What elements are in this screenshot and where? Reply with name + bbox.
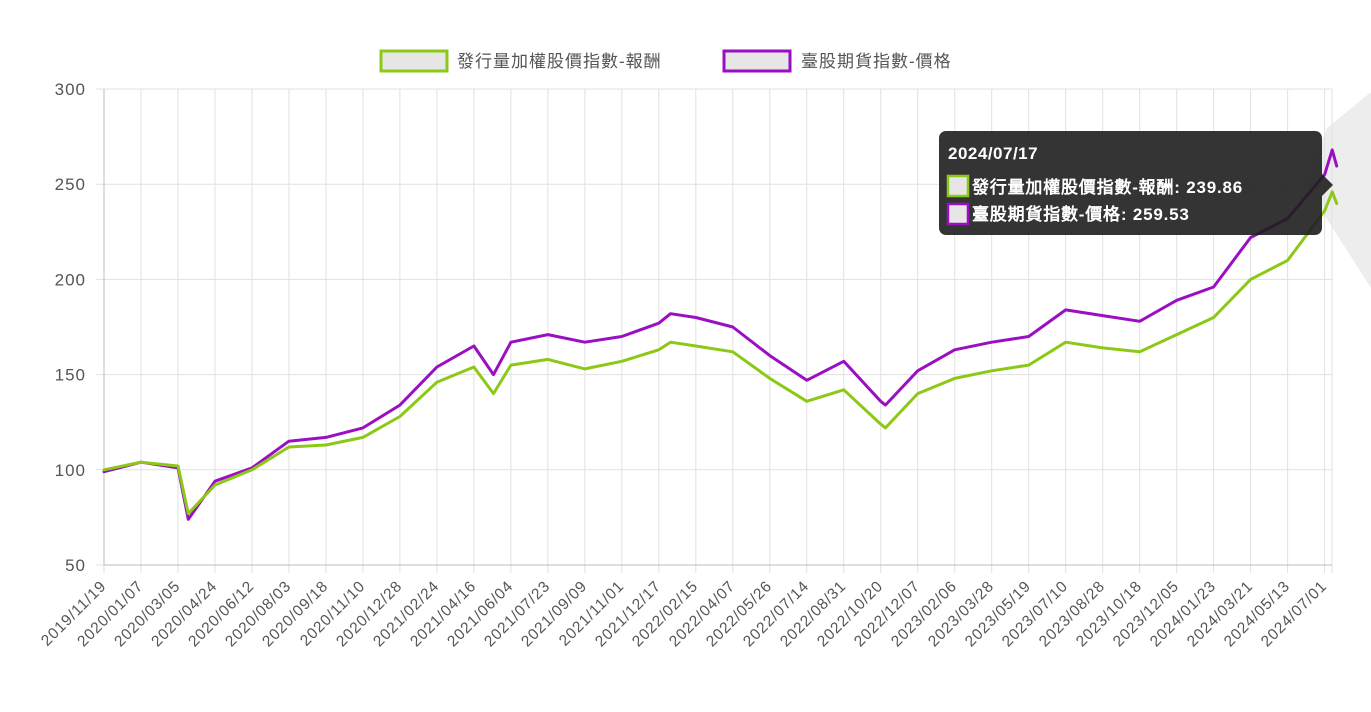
legend-item-taiex-return[interactable]: 發行量加權股價指數-報酬 [379,49,662,73]
tooltip-title: 2024/07/17 [948,144,1038,163]
series-lines[interactable] [102,148,1339,521]
y-tick-label: 50 [65,556,86,575]
y-tick-label: 250 [55,175,86,194]
tooltip: 2024/07/17 發行量加權股價指數-報酬: 239.86 臺股期貨指數-價… [939,131,1333,235]
legend[interactable]: 發行量加權股價指數-報酬 臺股期貨指數-價格 [379,49,952,73]
y-tick-label: 300 [55,80,86,99]
hover-indicator [1305,92,1371,288]
legend-swatch-taiex-return [379,49,449,73]
legend-swatch-futures-price [722,49,792,73]
axes [103,89,1332,566]
legend-label-futures-price: 臺股期貨指數-價格 [801,52,952,71]
legend-label-taiex-return: 發行量加權股價指數-報酬 [457,52,662,71]
tooltip-caret [1322,174,1333,196]
grid-lines [96,88,1333,573]
y-axis-ticks: 300 250 200 150 100 50 [55,80,86,575]
x-axis-ticks: 2019/11/192020/01/072020/03/052020/04/24… [38,578,1330,651]
tooltip-swatch-taiex-return [946,174,970,198]
tooltip-box [939,131,1322,235]
tooltip-row-futures-price: 臺股期貨指數-價格: 259.53 [972,204,1190,224]
tooltip-swatch-futures-price [946,202,970,226]
y-tick-label: 100 [55,461,86,480]
tooltip-row-taiex-return: 發行量加權股價指數-報酬: 239.86 [971,177,1243,197]
y-tick-label: 200 [55,270,86,289]
series-line-0[interactable] [102,190,1339,516]
y-tick-label: 150 [55,366,86,385]
legend-item-futures-price[interactable]: 臺股期貨指數-價格 [722,49,952,73]
series-line-1[interactable] [102,148,1339,521]
